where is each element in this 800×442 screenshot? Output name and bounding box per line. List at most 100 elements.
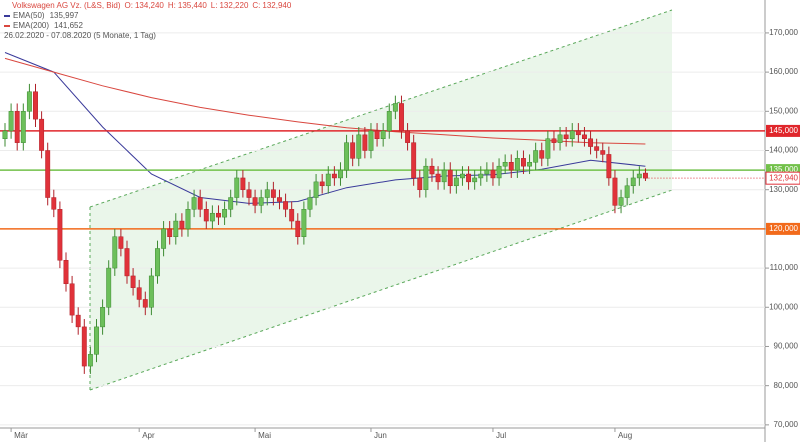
- candle-body: [155, 248, 160, 277]
- candle-body: [319, 181, 325, 187]
- candle-body: [228, 197, 234, 210]
- candle-body: [642, 172, 648, 179]
- candle-body: [441, 169, 447, 183]
- candle-body: [270, 189, 276, 198]
- candle-body: [246, 189, 252, 198]
- candle-body: [216, 212, 221, 218]
- candle-body: [423, 165, 429, 190]
- candle-body: [618, 197, 624, 206]
- candle-body: [161, 228, 167, 249]
- level-label-box: [766, 124, 800, 137]
- candle-body: [527, 162, 533, 167]
- candle-body: [569, 130, 575, 139]
- candle-body: [374, 130, 380, 139]
- candle-body: [447, 169, 453, 187]
- subtitle: 26.02.2020 - 07.08.2020 (5 Monate, 1 Tag…: [4, 31, 156, 40]
- candle-body: [417, 177, 423, 190]
- candle-body: [39, 118, 45, 151]
- legend-value: 135,997: [50, 11, 79, 20]
- candle-body: [551, 138, 557, 143]
- candle-body: [636, 173, 642, 179]
- legend-name: EMA(200): [13, 21, 49, 30]
- candle-body: [502, 162, 508, 167]
- candle-body: [57, 209, 63, 261]
- candle-body: [179, 220, 185, 230]
- candle-body: [630, 177, 636, 187]
- chart-title: Volkswagen AG Vz. (L&S, Bid): [12, 1, 121, 10]
- x-tick-label: Aug: [618, 431, 632, 440]
- candle-body: [429, 165, 435, 175]
- candle-body: [588, 138, 594, 147]
- candle-body: [252, 197, 258, 206]
- y-tick-label: 80,000: [774, 381, 799, 390]
- candle-body: [307, 197, 313, 210]
- ohlc-value: 132,940: [262, 1, 291, 10]
- candle-body: [380, 130, 386, 139]
- candle-body: [600, 150, 606, 155]
- x-tick-label: Jun: [374, 431, 387, 440]
- candle-body: [209, 212, 215, 222]
- candle-body: [142, 299, 148, 308]
- ohlc-name: C:: [252, 1, 260, 10]
- candle-body: [612, 177, 618, 206]
- candle-body: [258, 197, 264, 206]
- candle-body: [234, 177, 240, 198]
- channel-upper: [89, 9, 673, 208]
- candle-body: [112, 236, 118, 269]
- y-tick-label: 160,000: [769, 67, 798, 76]
- candle-body: [490, 169, 496, 179]
- candle-body: [313, 181, 319, 198]
- candle-body: [167, 228, 173, 237]
- ohlc-name: L:: [211, 1, 218, 10]
- candle-body: [185, 209, 191, 230]
- y-tick-label: 140,000: [769, 146, 798, 155]
- x-tick-label: Mär: [14, 431, 28, 440]
- candle-body: [295, 220, 301, 237]
- candle-body: [344, 142, 350, 171]
- candle-body: [51, 197, 57, 210]
- legend-value: 141,652: [54, 21, 83, 30]
- legend-name: EMA(50): [13, 11, 45, 20]
- level-label: 135,000: [769, 165, 798, 174]
- channel-lower: [89, 189, 673, 391]
- candle-body: [356, 134, 362, 159]
- candle-body: [435, 173, 441, 183]
- header: Volkswagen AG Vz. (L&S, Bid) 26.02.2020 …: [4, 1, 292, 40]
- candle-body: [277, 197, 282, 202]
- candle-body: [283, 201, 289, 210]
- candle-body: [563, 134, 569, 139]
- candle-body: [191, 197, 197, 210]
- candle-body: [14, 111, 20, 143]
- candle-body: [368, 130, 374, 151]
- candle-body: [26, 91, 32, 112]
- candle-body: [94, 326, 99, 355]
- ohlc-value: 134,240: [135, 1, 164, 10]
- candle-body: [539, 150, 545, 159]
- y-tick-label: 100,000: [769, 302, 798, 311]
- y-tick-label: 110,000: [770, 263, 799, 272]
- ema-line: [4, 57, 646, 145]
- candle-body: [203, 209, 209, 222]
- y-tick-label: 90,000: [774, 342, 799, 351]
- candle-body: [453, 177, 459, 187]
- x-tick-label: Jul: [496, 431, 506, 440]
- candle-body: [130, 275, 136, 288]
- plot: [0, 52, 765, 374]
- candle-body: [624, 185, 630, 198]
- candle-body: [350, 142, 356, 159]
- candle-body: [136, 287, 142, 300]
- candle-body: [594, 146, 600, 151]
- candle-body: [606, 154, 612, 179]
- overlay: 145,000 135,000 120,000 132,940: [648, 124, 800, 235]
- candle-body: [472, 177, 478, 183]
- candle-body: [582, 134, 587, 139]
- candle-body: [331, 173, 337, 179]
- candle-body: [240, 177, 246, 190]
- candle-body: [289, 209, 295, 222]
- candle-body: [33, 91, 38, 120]
- candle-body: [8, 111, 14, 132]
- ohlc-name: O:: [125, 1, 133, 10]
- level-label: 120,000: [769, 224, 798, 233]
- candle-body: [124, 248, 130, 277]
- candle-body: [521, 158, 526, 167]
